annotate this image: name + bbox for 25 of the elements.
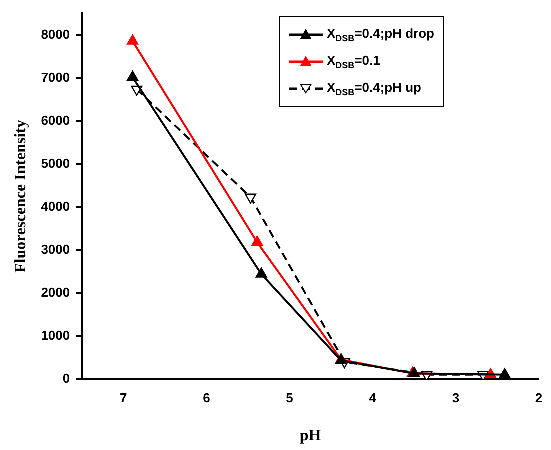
x-tick-label: 6: [203, 390, 210, 406]
legend-label: X$_{DSB}$=0.4;pH drop: [327, 26, 435, 44]
point: [126, 70, 139, 82]
y-tick-label: 3000: [41, 242, 70, 257]
x-tick-label: 5: [286, 390, 294, 406]
point: [499, 368, 511, 378]
x-tick-label: 4: [369, 390, 378, 406]
y-tick-label: 7000: [41, 70, 70, 85]
x-tick-label: 7: [120, 390, 128, 406]
y-tick-label: 6000: [41, 112, 70, 128]
x-tick-label: 3: [452, 390, 460, 406]
y-tick-label: 1000: [41, 328, 70, 343]
y-tick-label: 2000: [41, 284, 70, 300]
y-tick-label: 5000: [41, 156, 70, 171]
x-axis-title: pH: [300, 428, 322, 445]
point: [126, 34, 139, 45]
y-tick-label: 4000: [41, 198, 70, 214]
y-axis-title: Fluorescence Intensity: [12, 120, 30, 274]
legend-label: X$_{DSB}$=0.1: [327, 52, 380, 70]
y-tick-label: 8000: [41, 26, 70, 42]
x-tick-label: 2: [535, 390, 543, 406]
legend-label: X$_{DSB}$=0.4;pH up: [327, 80, 422, 98]
point: [256, 268, 268, 278]
y-tick-label: 0: [62, 370, 70, 386]
point: [252, 236, 264, 246]
